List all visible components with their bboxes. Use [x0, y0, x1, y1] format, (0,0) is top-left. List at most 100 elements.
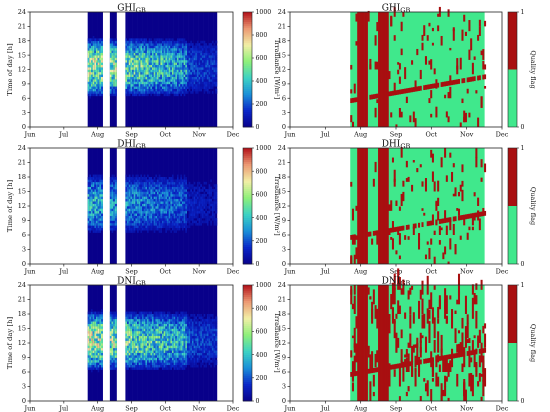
heatmap-cell: [127, 222, 130, 226]
flag-cell: [428, 84, 431, 90]
heatmap-cell: [173, 318, 176, 322]
heatmap-cell: [168, 91, 171, 94]
heatmap-cell: [155, 213, 158, 216]
heatmap-cell: [150, 333, 153, 337]
flag-cell: [433, 181, 436, 192]
heatmap-cell: [128, 314, 131, 317]
flag-cell: [468, 226, 471, 231]
y-tick-label: 18: [278, 37, 286, 45]
heatmap-cell: [128, 338, 131, 341]
heatmap-cell: [99, 76, 102, 80]
heatmap-cell: [158, 184, 161, 187]
heatmap-cell: [205, 83, 208, 87]
heatmap-cell: [166, 57, 169, 61]
flag-cell: [412, 226, 415, 235]
heatmap-cell: [178, 220, 181, 224]
heatmap-cell: [198, 62, 201, 66]
heatmap-cell: [153, 198, 156, 202]
heatmap-cell: [171, 343, 174, 346]
heatmap-cell: [147, 196, 149, 200]
heatmap-cell: [166, 210, 169, 214]
heatmap-cell: [157, 213, 159, 216]
heatmap-cell: [155, 203, 158, 207]
heatmap-cell: [200, 184, 203, 187]
heatmap-cells: [87, 12, 218, 127]
heatmap-cell: [215, 47, 218, 51]
heatmap-cell: [190, 62, 193, 66]
heatmap-cell: [160, 355, 163, 358]
heatmap-cell: [150, 330, 153, 334]
heatmap-cell: [92, 191, 95, 195]
heatmap-cell: [181, 57, 184, 61]
heatmap-cell: [155, 55, 158, 58]
heatmap-cell: [170, 62, 173, 66]
heatmap-cell: [152, 43, 154, 46]
heatmap-cell: [165, 328, 168, 332]
heatmap-cell: [99, 338, 102, 341]
heatmap-cell: [143, 189, 146, 192]
heatmap-cell: [100, 314, 103, 317]
heatmap-cell: [171, 45, 174, 49]
heatmap-cell: [178, 330, 181, 334]
heatmap-cell: [206, 218, 209, 221]
heatmap-cell: [91, 69, 93, 73]
heatmap-cell: [99, 62, 102, 66]
heatmap-cell: [133, 326, 136, 329]
heatmap-cell: [96, 210, 98, 214]
heatmap-cell: [89, 59, 92, 63]
heatmap-cell: [178, 81, 181, 85]
heatmap-cell: [188, 186, 191, 190]
heatmap-cell: [210, 52, 213, 56]
heatmap-cell: [191, 193, 194, 197]
heatmap-cell: [160, 314, 163, 317]
heatmap-cell: [91, 333, 93, 337]
heatmap-cell: [142, 76, 145, 80]
heatmap-cell: [165, 71, 168, 75]
heatmap-cell: [147, 43, 149, 46]
heatmap-cell: [153, 355, 156, 358]
heatmap-cell: [155, 179, 158, 183]
heatmap-cell: [215, 91, 218, 94]
heatmap-cell: [170, 38, 173, 42]
heatmap-cell: [135, 52, 138, 56]
heatmap-cell: [168, 227, 171, 231]
heatmap-cell: [160, 338, 163, 341]
heatmap-cell: [205, 52, 208, 56]
heatmap-cell: [152, 191, 154, 195]
heatmap-cell: [148, 345, 151, 349]
heatmap-cell: [181, 220, 184, 224]
heatmap-cell: [133, 83, 136, 87]
heatmap-cell: [142, 64, 145, 68]
heatmap-cell: [133, 316, 136, 320]
heatmap-cell: [213, 59, 216, 63]
heatmap-cell: [180, 340, 183, 344]
heatmap-cell: [96, 340, 98, 344]
heatmap-cell: [160, 86, 163, 89]
flag-cell: [421, 181, 424, 187]
heatmap-cell: [160, 359, 163, 363]
heatmap-cell: [94, 367, 97, 370]
heatmap-cell: [211, 57, 214, 61]
heatmap-cell: [168, 218, 171, 221]
heatmap-cell: [175, 343, 178, 346]
heatmap-cell: [138, 210, 141, 214]
heatmap-cell: [100, 352, 103, 356]
heatmap-cell: [125, 191, 128, 195]
heatmap-cell: [155, 350, 158, 353]
heatmap-cell: [185, 355, 188, 358]
colorbar-segment: [243, 171, 252, 174]
heatmap-cell: [183, 347, 186, 351]
heatmap-cell: [198, 203, 201, 207]
heatmap-cell: [176, 81, 179, 85]
heatmap-cell: [155, 91, 158, 94]
heatmap-cell: [180, 76, 183, 80]
heatmap-cell: [127, 177, 130, 180]
flag-cell: [452, 163, 455, 168]
heatmap-cell: [213, 57, 216, 61]
heatmap-cell: [94, 318, 97, 322]
heatmap-cell: [138, 326, 141, 329]
heatmap-cell: [191, 43, 194, 46]
colorbar-segment: [243, 188, 252, 191]
heatmap-cell: [143, 357, 146, 361]
